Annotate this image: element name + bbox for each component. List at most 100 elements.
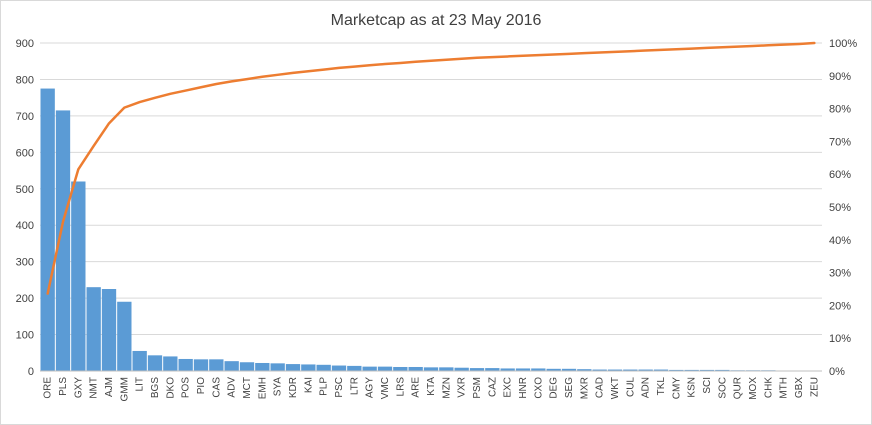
bar [515,368,531,371]
bar [301,364,316,371]
category-tick-label: GMM [119,377,130,401]
bar [715,369,730,371]
bar-series [40,88,822,372]
right-axis-tick-label: 100% [829,38,857,50]
category-tick-label: EXC [503,377,514,398]
bar [71,181,86,371]
bar [163,356,178,371]
right-axis-tick-label: 50% [829,202,851,214]
category-tick-label: PIO [196,377,207,394]
bar [531,368,546,371]
category-tick-label: MOX [748,377,759,400]
bar [86,287,101,371]
category-tick-label: PSM [472,377,483,399]
bar [454,367,469,371]
bar [577,369,592,371]
left-axis-tick-label: 100 [16,330,34,342]
category-tick-label: CAS [211,377,222,398]
left-axis: 0 100 200 300 400 500 600 700 800 900 [16,38,34,378]
category-tick-label: CAD [595,377,606,398]
category-tick-label: PLP [319,377,330,396]
bar [546,368,561,371]
category-tick-label: PLS [58,377,69,396]
category-tick-label: CHK [763,377,774,398]
left-axis-tick-label: 800 [16,74,34,86]
right-axis-tick-label: 30% [829,268,851,280]
bar [255,362,270,371]
category-tick-label: ORE [43,377,54,399]
bar [55,110,71,371]
category-tick-label: AGY [365,377,376,398]
bar [362,366,377,371]
bar [101,289,117,371]
bar [393,366,408,371]
bar [623,369,638,371]
bar [209,359,224,371]
bar [653,369,669,371]
bar [469,368,485,371]
category-tick-label: ZEU [809,377,820,397]
category-tick-label: POS [181,377,192,398]
category-tick-label: CAZ [487,377,498,397]
category-tick-label: ADN [641,377,652,398]
category-axis: ORE PLS GXY NMT AJM GMM LIT BGS DKO POS PIO CAS ADV M… [40,370,822,401]
category-tick-label: CUL [625,377,636,397]
category-tick-label: ADV [227,377,238,398]
bar [331,365,347,371]
bar [377,366,393,371]
left-axis-tick-label: 300 [16,257,34,269]
bar [561,368,577,371]
right-axis-tick-label: 40% [829,235,851,247]
category-tick-label: LIT [135,377,146,391]
category-tick-label: MTH [779,377,790,399]
category-tick-label: WKT [610,377,621,399]
category-tick-label: KAI [303,377,314,393]
category-tick-label: DEG [549,377,560,399]
bar [270,363,285,371]
bar [40,88,55,372]
bar [699,369,715,371]
bar [224,361,239,371]
right-axis-tick-label: 90% [829,71,851,83]
bar [239,362,255,371]
chart-title: Marketcap as at 23 May 2016 [331,12,542,29]
category-tick-label: AJM [104,377,115,397]
bar [132,350,147,371]
category-tick-label: SYA [273,377,284,397]
right-axis-tick-label: 20% [829,300,851,312]
category-tick-label: VMC [380,377,391,399]
bar [500,368,515,371]
category-tick-label: ARE [411,377,422,398]
category-tick-label: MXR [579,377,590,399]
bar [193,359,209,371]
bar [147,355,163,371]
bar [684,369,699,371]
bar [592,369,607,371]
category-tick-label: QUR [733,377,744,399]
category-tick-label: GXY [73,377,84,398]
cumulative-line [46,41,816,295]
bar [316,364,331,371]
cumulative-line-series [46,41,816,295]
left-axis-tick-label: 200 [16,293,34,305]
category-tick-label: CMY [671,377,682,400]
category-tick-label: HNR [518,377,529,399]
right-axis-tick-label: 10% [829,333,851,345]
bar [638,369,653,371]
left-axis-tick-label: 400 [16,220,34,232]
category-tick-label: KSN [687,377,698,398]
right-axis-tick-label: 0% [829,366,845,378]
category-tick-label: SCI [702,377,713,394]
left-axis-tick-label: 700 [16,111,34,123]
bar [408,366,423,371]
category-tick-label: PSC [334,377,345,398]
right-axis-tick-label: 60% [829,169,851,181]
bar [607,369,623,371]
bar [423,367,439,371]
bar [178,358,193,371]
category-tick-label: GBX [794,377,805,398]
right-axis: 0% 10% 20% 30% 40% 50% 60% 70% 80% 90% 100% [829,38,857,378]
bar [439,367,454,371]
